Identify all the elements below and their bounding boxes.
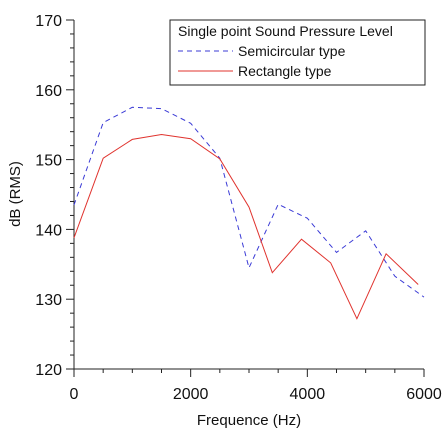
legend-label-semicircular: Semicircular type: [238, 43, 346, 59]
x-axis-title: Frequence (Hz): [197, 412, 301, 429]
y-tick-label: 130: [35, 292, 62, 309]
series-line-rectangle: [73, 133, 419, 320]
plot-series: [73, 106, 425, 320]
legend: Single point Sound Pressure Level Semici…: [169, 19, 426, 86]
x-tick-label: 4000: [290, 386, 326, 403]
y-tick-label: 160: [35, 83, 62, 100]
x-tick-label: 6000: [406, 386, 442, 403]
axes: 120 130 140 150 160 170 0 2000 4000 6000: [35, 13, 442, 403]
x-tick-label: 0: [70, 386, 79, 403]
y-tick-label: 140: [35, 222, 62, 239]
y-tick-label: 150: [35, 153, 62, 170]
series-line-semicircular: [73, 106, 425, 298]
y-axis-title: dB (RMS): [7, 161, 24, 227]
x-tick-label: 2000: [173, 386, 209, 403]
y-tick-label: 170: [35, 13, 62, 30]
legend-box: [169, 19, 426, 86]
legend-title: Single point Sound Pressure Level: [178, 23, 393, 39]
legend-label-rectangle: Rectangle type: [238, 63, 332, 79]
y-tick-label: 120: [35, 362, 62, 379]
